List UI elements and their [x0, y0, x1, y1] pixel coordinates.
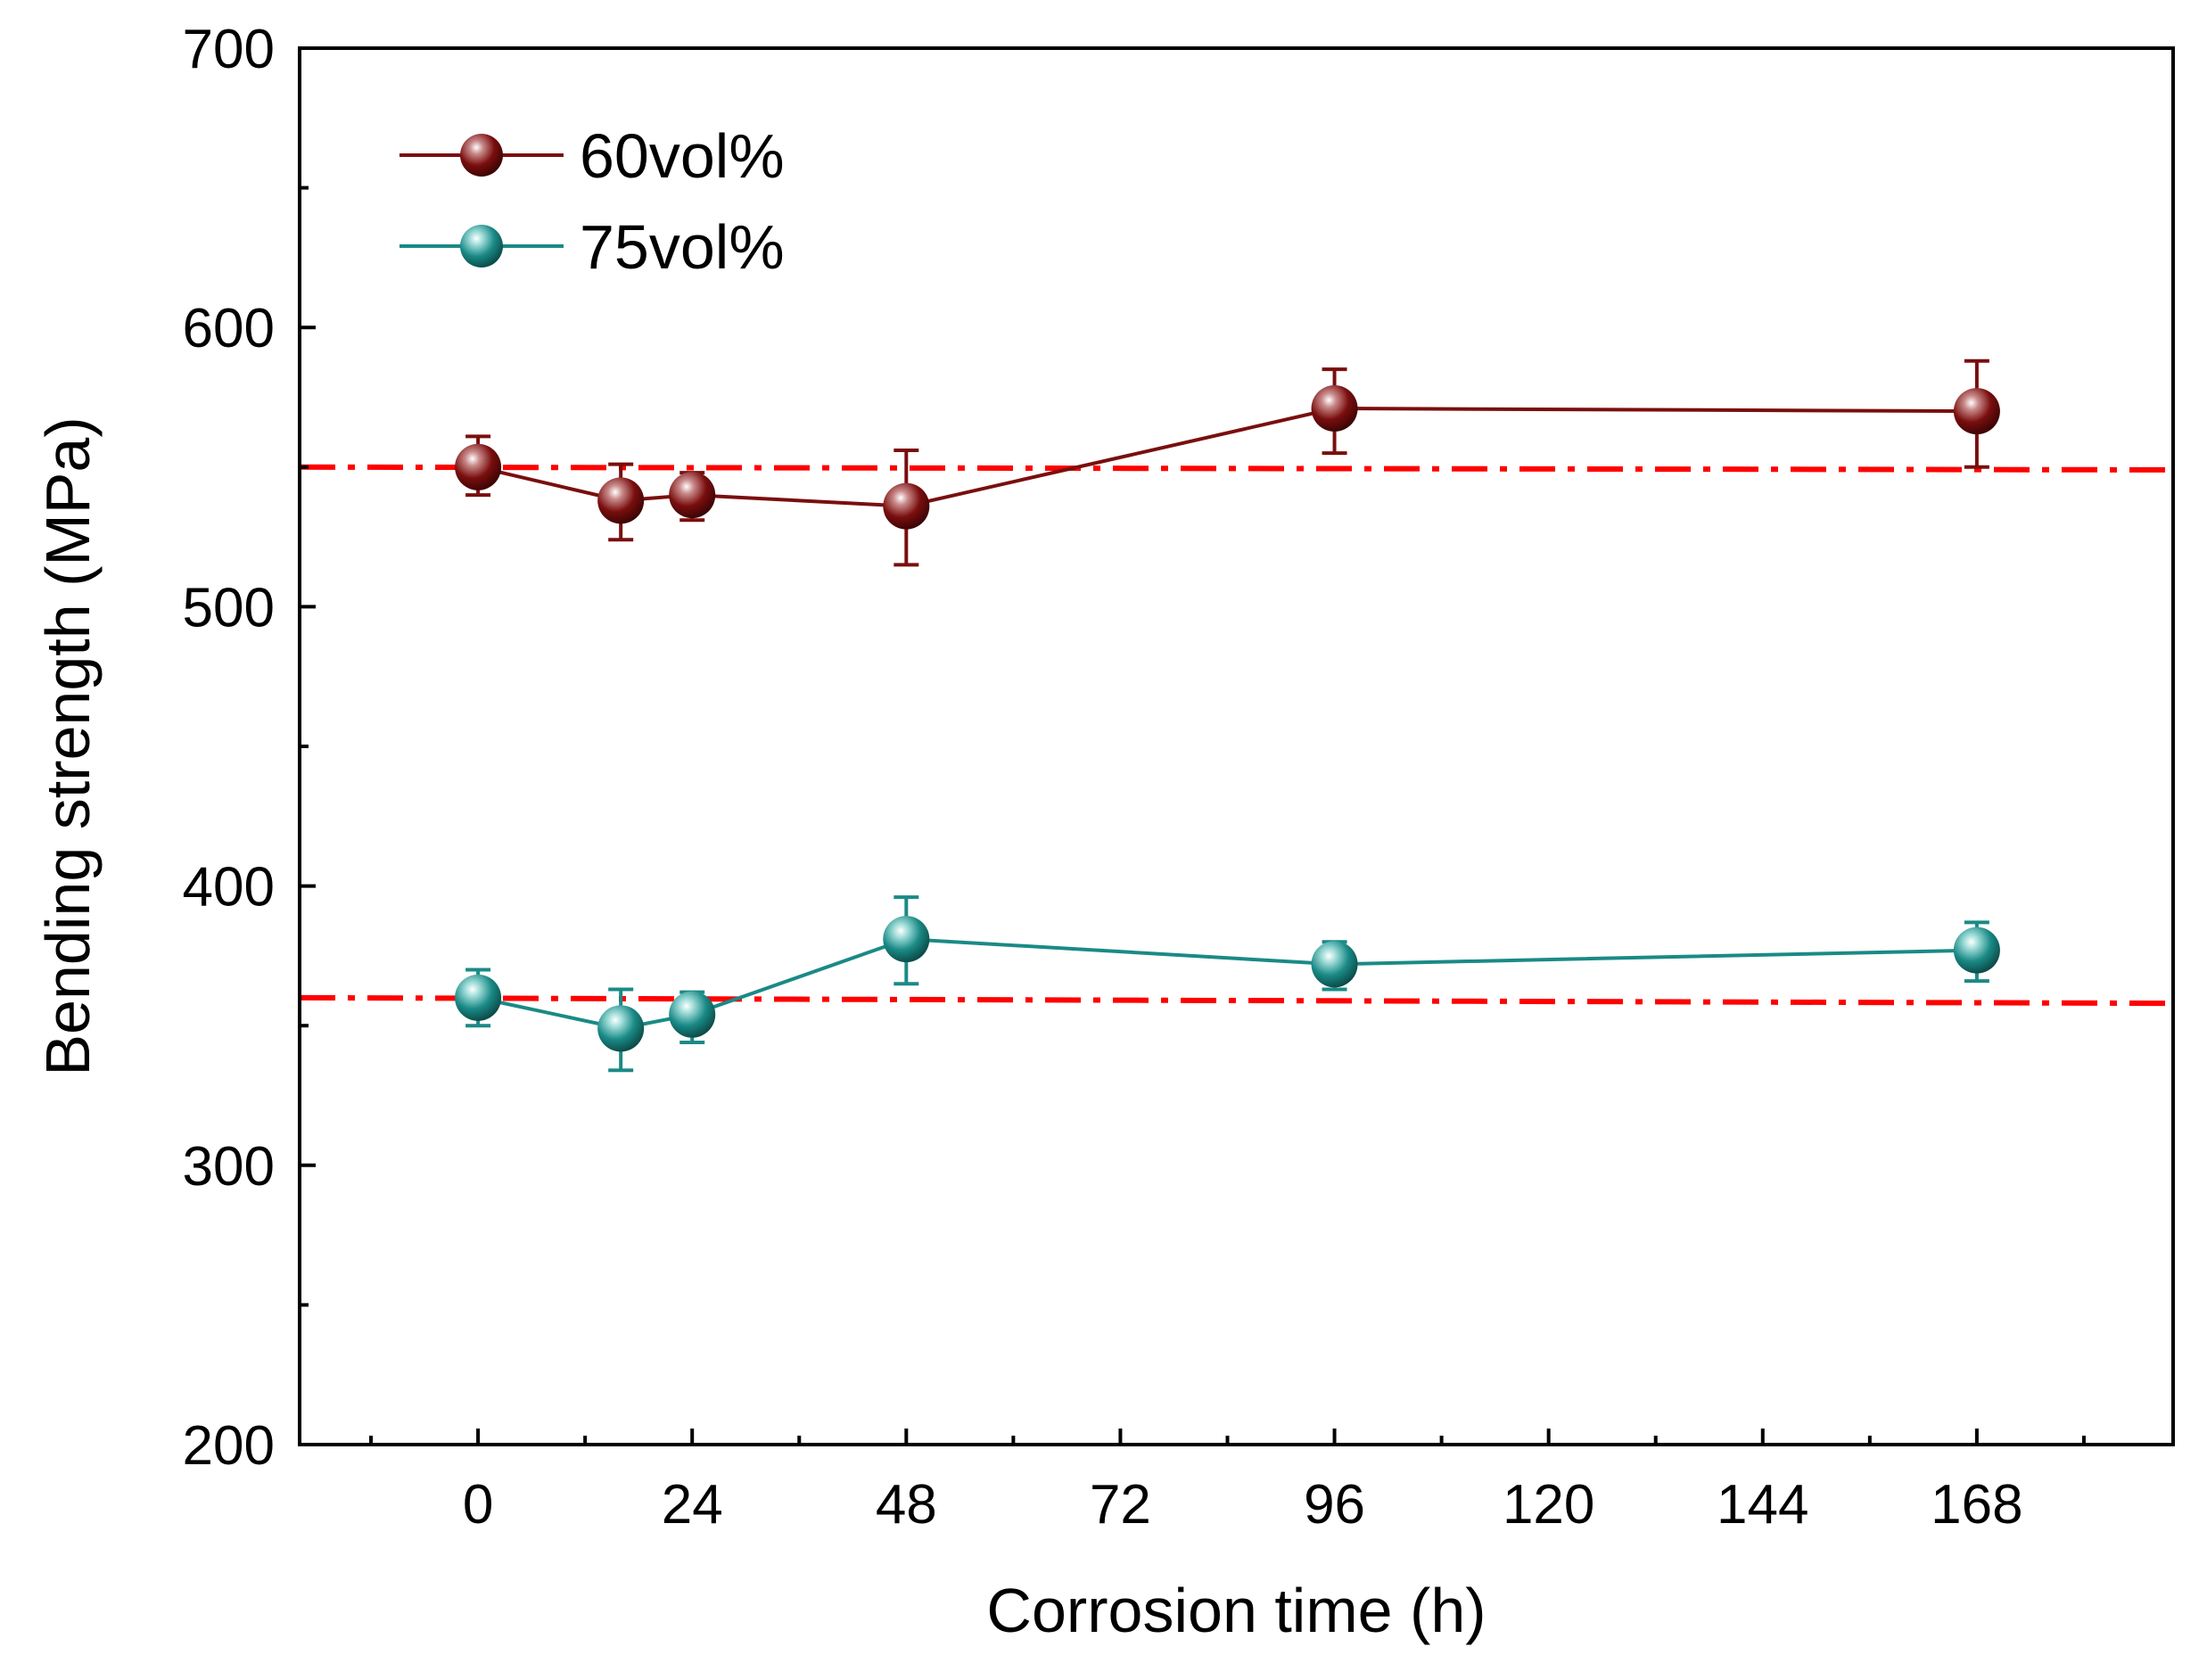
- reference-line: [299, 464, 2174, 473]
- x-tick-label: 168: [1931, 1474, 2022, 1536]
- x-tick-label: 48: [876, 1474, 937, 1536]
- data-point: [597, 477, 645, 524]
- data-point: [597, 1005, 645, 1052]
- reference-lines: [299, 464, 2174, 1007]
- data-point: [455, 974, 502, 1021]
- data-point: [1311, 385, 1358, 432]
- x-tick-label: 96: [1304, 1474, 1365, 1536]
- data-point: [1953, 926, 2000, 974]
- series-layer: [455, 358, 2000, 1073]
- x-tick-label: 0: [463, 1474, 493, 1536]
- x-tick-label: 120: [1503, 1474, 1594, 1536]
- y-tick-label: 200: [183, 1415, 275, 1477]
- y-tick-label: 400: [183, 857, 275, 918]
- x-tick-label: 24: [662, 1474, 723, 1536]
- reference-line: [299, 994, 2174, 1007]
- y-axis-title: Bending strength (MPa): [33, 416, 103, 1075]
- x-axis-title: Corrosion time (h): [986, 1576, 1486, 1645]
- data-point: [669, 472, 716, 519]
- legend-marker-60vol: [460, 134, 503, 177]
- y-tick-label: 700: [183, 19, 275, 80]
- series-line: [477, 407, 1977, 508]
- x-tick-label: 144: [1717, 1474, 1808, 1536]
- data-point: [883, 916, 930, 963]
- data-point: [1311, 941, 1358, 988]
- data-point: [669, 991, 716, 1038]
- legend-label-60vol: 60vol%: [580, 121, 785, 191]
- x-tick-label: 72: [1090, 1474, 1151, 1536]
- legend-marker-75vol: [460, 225, 503, 268]
- y-tick-label: 500: [183, 577, 275, 638]
- legend-label-75vol: 75vol%: [580, 212, 785, 282]
- data-point: [1953, 388, 2000, 435]
- data-point: [455, 443, 502, 490]
- ticks: 200 300 400 500 600 700 0 24 48 72 96 120 144 168: [183, 19, 2086, 1536]
- legend-item-60vol: 60vol%: [399, 121, 785, 191]
- series-75vol%: [455, 895, 2000, 1073]
- y-tick-label: 600: [183, 298, 275, 359]
- series-line: [477, 937, 1977, 1031]
- legend: 60vol% 75vol%: [399, 121, 785, 282]
- legend-item-75vol: 75vol%: [399, 212, 785, 282]
- data-point: [883, 482, 930, 530]
- y-tick-label: 300: [183, 1136, 275, 1198]
- series-60vol%: [455, 358, 2000, 567]
